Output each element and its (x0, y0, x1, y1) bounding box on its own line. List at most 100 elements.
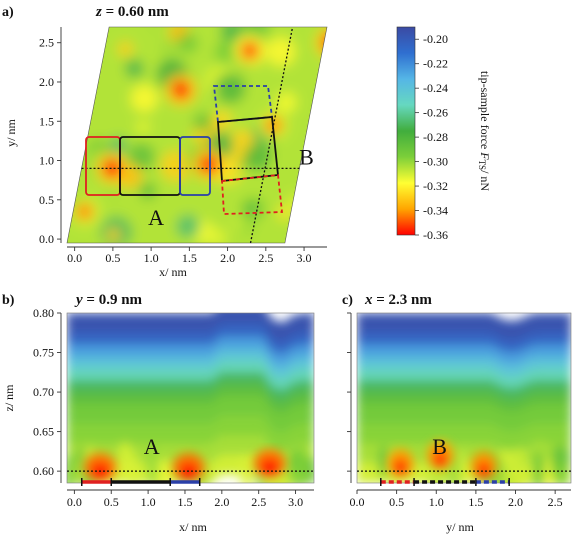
x-tick-label: 0.5 (104, 495, 119, 509)
slice-hotspot-core (393, 459, 408, 476)
guide-line-vertical (249, 26, 294, 244)
y-tick-label: 0.70 (33, 385, 54, 399)
x-tick-label: 1.5 (468, 495, 483, 509)
slice-texture (146, 443, 160, 483)
heatmap-a-cell (127, 142, 156, 171)
colorbar-ticks: -0.20 -0.22 -0.24 -0.26 -0.28 -0.30 -0.32 -0.34… (415, 32, 448, 242)
heatmap-a-cell (130, 84, 159, 113)
heatmap-a-cell (215, 73, 246, 104)
region-b-box-red (221, 174, 283, 215)
x-tick-label-a: 0.5 (105, 251, 120, 265)
x-tick-label: 0.5 (389, 495, 404, 509)
overlay-b (67, 470, 314, 486)
heatmap-a-cell (244, 142, 273, 171)
x-tick-label: 1.0 (429, 495, 444, 509)
heatmap-a-hotspot-halo (315, 27, 327, 59)
heatmap-a-cell (177, 32, 199, 54)
slice-band (67, 415, 314, 454)
colorbar-tick-label: -0.24 (423, 81, 448, 95)
slice-field (357, 313, 571, 483)
heatmap-a-border (66, 26, 328, 244)
slice-band (357, 344, 571, 365)
heatmap-a-cell (135, 119, 151, 135)
y-tick-label-a: 1.5 (39, 114, 54, 128)
colorbar-tick-label: -0.22 (423, 57, 448, 71)
panel-c-title-var: x (364, 292, 373, 308)
heatmap-a (67, 27, 365, 243)
x-tick-label: 2.0 (214, 495, 229, 509)
region-label-b: B (299, 145, 314, 170)
y-tick-label-a: 2.5 (39, 36, 54, 50)
slice-band (67, 336, 314, 367)
axes-c: 0.0 0.5 1.0 1.5 2.0 2.5 (347, 312, 571, 509)
heatmap-a-cell (286, 193, 308, 215)
heatmap-a-cell (240, 27, 270, 40)
slice-texture (67, 453, 76, 483)
slice-hotspot-core (476, 461, 491, 478)
x-tick-label: 2.5 (251, 495, 266, 509)
x-tick-label: 1.0 (141, 495, 156, 509)
slice-band (67, 360, 314, 390)
slice-band (67, 372, 314, 402)
heatmap-a-cell (215, 39, 238, 63)
slice-texture (292, 446, 309, 483)
x-tick-label: 1.5 (177, 495, 192, 509)
slice-texture (130, 453, 139, 483)
slice-band (357, 392, 571, 412)
panel-label-a: a) (2, 5, 14, 20)
x-tick-label: 2.0 (508, 495, 523, 509)
heatmap-a-hotspot (103, 159, 122, 178)
panel-b-ylabel: z/ nm (2, 384, 16, 412)
heatmap-a-cell (220, 27, 242, 42)
x-tick-label-a: 2.0 (220, 251, 235, 265)
heatmap-a-cell (339, 41, 365, 67)
slice-texture (553, 461, 570, 483)
x-tick-label: 0.0 (67, 495, 82, 509)
panel-b-title-var: y (74, 292, 83, 308)
colorbar-label-sub: TS (477, 160, 487, 171)
panel-a-ylabel: y/ nm (4, 119, 18, 147)
heatmap-a-cell (159, 39, 178, 58)
heatmap-a-cell (335, 119, 356, 140)
heatmap-a-cell (229, 216, 246, 232)
y-tick-label-a: 2.0 (39, 75, 54, 89)
colorbar (396, 26, 416, 236)
heatmap-a-cell (106, 227, 121, 242)
y-tick-label: 0.60 (33, 464, 54, 478)
colorbar-tick-label: -0.32 (423, 179, 448, 193)
x-tick-label-a: 2.5 (258, 251, 273, 265)
heatmap-a-cell (117, 41, 133, 57)
colorbar-label-main: tip-sample force (478, 71, 492, 152)
x-tick-label: 2.5 (548, 495, 563, 509)
x-tick-label-a: 1.0 (144, 251, 159, 265)
slice-texture (378, 444, 389, 479)
heatmap-a-field (67, 27, 365, 243)
panel-a-title: z = 0.60 nm (95, 4, 169, 20)
colorbar-tick-label: -0.34 (423, 204, 448, 218)
slice-band (67, 384, 314, 414)
panel-a-title-value: = 0.60 nm (102, 4, 169, 20)
heatmap-a-cell (139, 182, 156, 200)
slice-hotspot-core (260, 459, 279, 476)
y-tick-label-a: 0.0 (39, 232, 54, 246)
slice-texture (305, 456, 314, 483)
region-label-b-slice: B (432, 434, 447, 459)
x-tick-label-a: 3.0 (297, 251, 312, 265)
y-tick-label-a: 0.5 (39, 193, 54, 207)
slice-band (357, 332, 571, 353)
panel-b-xlabel: x/ nm (179, 520, 207, 534)
y-tick-label-a: 1.0 (39, 154, 54, 168)
slice-texture (532, 450, 544, 483)
heatmap-b (67, 313, 314, 483)
colorbar-label-unit: / nN (478, 170, 492, 191)
heatmap-a-hotspot (199, 155, 218, 174)
slice-band (357, 368, 571, 388)
heatmap-a-cell (176, 214, 201, 239)
panel-c-title-value: = 2.3 nm (373, 292, 433, 308)
panel-label-c: c) (342, 293, 353, 308)
y-tick-label: 0.75 (33, 346, 54, 360)
colorbar-tick-label: -0.30 (423, 155, 448, 169)
x-tick-label-a: 1.5 (182, 251, 197, 265)
slice-band (67, 313, 314, 343)
